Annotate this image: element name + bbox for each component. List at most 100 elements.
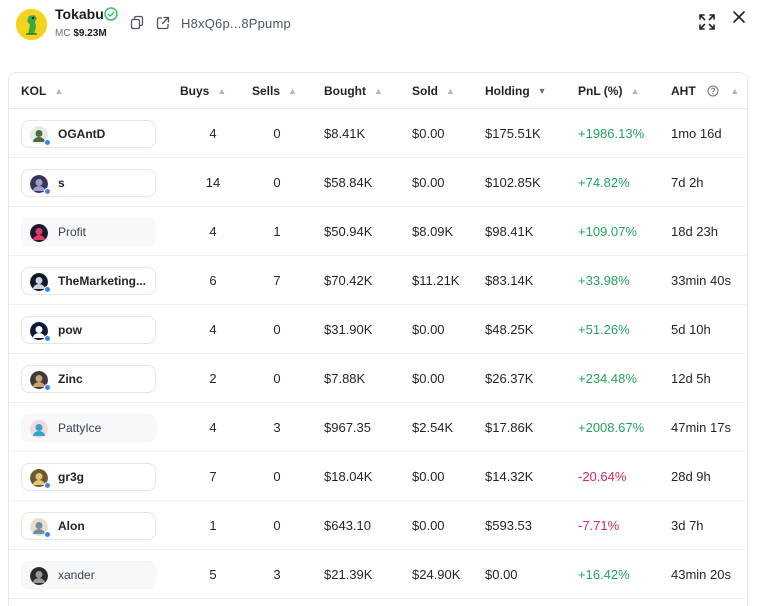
kol-pill[interactable]: s xyxy=(21,169,156,197)
table-row[interactable]: Zinc 2 0 $7.88K $0.00 $26.37K +234.48% 12d 5h xyxy=(9,354,747,403)
sort-icon: ▲ xyxy=(630,86,640,96)
column-sells[interactable]: Sells ▲ xyxy=(252,84,297,98)
column-bought[interactable]: Bought ▲ xyxy=(324,84,383,98)
table-row[interactable]: s 14 0 $58.84K $0.00 $102.85K +74.82% 7d 2h xyxy=(9,158,747,207)
bought-cell: $21.39K xyxy=(324,567,373,582)
mc-value: $9.23M xyxy=(73,28,107,39)
sells-cell: 3 xyxy=(273,567,281,582)
aht-cell: 3d 7h xyxy=(671,518,704,533)
avatar xyxy=(30,469,48,487)
kol-pill[interactable]: TheMarketing... xyxy=(21,267,156,295)
token-name: Tokabu xyxy=(55,6,104,22)
kol-pill[interactable]: Profit xyxy=(21,218,156,246)
token-logo xyxy=(16,9,47,40)
avatar xyxy=(30,567,48,585)
column-buys-label: Buys xyxy=(180,84,210,98)
status-dot xyxy=(44,286,51,293)
table-row[interactable]: xander 5 3 $21.39K $24.90K $0.00 +16.42% 43min … xyxy=(9,550,747,599)
sells-cell: 0 xyxy=(273,518,281,533)
bought-cell: $643.10 xyxy=(324,518,371,533)
column-aht-label: AHT xyxy=(671,84,696,98)
kol-pill[interactable]: Zinc xyxy=(21,365,156,393)
table-row[interactable]: gr3g 7 0 $18.04K $0.00 $14.32K -20.64% 28d 9h xyxy=(9,452,747,501)
kol-pill[interactable]: PattyIce xyxy=(21,414,156,442)
sort-icon: ▲ xyxy=(54,86,64,96)
sells-cell: 7 xyxy=(273,273,281,288)
bought-cell: $18.04K xyxy=(324,469,373,484)
buys-cell: 4 xyxy=(209,224,217,239)
sold-cell: $0.00 xyxy=(412,371,445,386)
status-dot xyxy=(44,482,51,489)
table-row[interactable]: pow 4 0 $31.90K $0.00 $48.25K +51.26% 5d 10h xyxy=(9,305,747,354)
column-holding[interactable]: Holding ▼ xyxy=(485,84,547,98)
avatar xyxy=(30,126,48,144)
kol-name: PattyIce xyxy=(58,421,102,435)
sold-cell: $2.54K xyxy=(412,420,454,435)
external-link-icon[interactable] xyxy=(155,15,171,31)
column-aht[interactable]: AHT ▲ xyxy=(671,84,739,98)
avatar xyxy=(30,322,48,340)
column-sold[interactable]: Sold ▲ xyxy=(412,84,455,98)
table-header: KOL ▲ Buys ▲ Sells ▲ Bought ▲ Sold ▲ Holding ▼… xyxy=(9,73,747,109)
table-row[interactable]: OGAntD 4 0 $8.41K $0.00 $175.51K +1986.13% 1mo … xyxy=(9,109,747,158)
table-row[interactable]: Alon 1 0 $643.10 $0.00 $593.53 -7.71% 3d 7h xyxy=(9,501,747,550)
bought-cell: $70.42K xyxy=(324,273,373,288)
buys-cell: 1 xyxy=(209,518,217,533)
table-row[interactable]: PattyIce 4 3 $967.35 $2.54K $17.86K +2008.67% 4… xyxy=(9,403,747,452)
kol-name: Zinc xyxy=(58,372,83,386)
sort-icon: ▲ xyxy=(217,86,227,96)
holding-cell: $17.86K xyxy=(485,420,534,435)
kol-name: TheMarketing... xyxy=(58,274,147,288)
aht-cell: 33min 40s xyxy=(671,273,731,288)
close-icon[interactable] xyxy=(731,9,747,25)
buys-cell: 14 xyxy=(205,175,221,190)
pnl-cell: +109.07% xyxy=(578,224,637,239)
buys-cell: 6 xyxy=(209,273,217,288)
holding-cell: $48.25K xyxy=(485,322,534,337)
kol-pill[interactable]: OGAntD xyxy=(21,120,156,148)
aht-cell: 43min 20s xyxy=(671,567,731,582)
status-dot xyxy=(44,384,51,391)
sells-cell: 0 xyxy=(273,175,281,190)
pnl-cell: -20.64% xyxy=(578,469,627,484)
avatar xyxy=(30,175,48,193)
table-row[interactable]: TheMarketing... 6 7 $70.42K $11.21K $83.14K +3… xyxy=(9,256,747,305)
expand-icon[interactable] xyxy=(698,13,716,31)
sold-cell: $11.21K xyxy=(412,273,460,288)
kol-name: gr3g xyxy=(58,470,85,484)
kol-pill[interactable]: xander xyxy=(21,561,156,589)
kol-name: xander xyxy=(58,568,95,582)
pnl-cell: +2008.67% xyxy=(578,420,645,435)
kol-name: Profit xyxy=(58,225,87,239)
holding-cell: $14.32K xyxy=(485,469,534,484)
info-icon[interactable] xyxy=(707,85,719,97)
bought-cell: $8.41K xyxy=(324,126,366,141)
kol-name: pow xyxy=(58,323,82,337)
sort-desc-icon: ▼ xyxy=(537,86,547,96)
kol-table: KOL ▲ Buys ▲ Sells ▲ Bought ▲ Sold ▲ Holding ▼… xyxy=(8,72,748,606)
column-pnl[interactable]: PnL (%) ▲ xyxy=(578,84,639,98)
column-bought-label: Bought xyxy=(324,84,366,98)
kol-pill[interactable]: pow xyxy=(21,316,156,344)
table-row[interactable]: Profit 4 1 $50.94K $8.09K $98.41K +109.07% 18d … xyxy=(9,207,747,256)
sells-cell: 0 xyxy=(273,371,281,386)
sold-cell: $0.00 xyxy=(412,518,445,533)
buys-cell: 2 xyxy=(209,371,217,386)
kol-pill[interactable]: gr3g xyxy=(21,463,156,491)
column-kol[interactable]: KOL ▲ xyxy=(21,84,63,98)
aht-cell: 12d 5h xyxy=(671,371,711,386)
holding-cell: $175.51K xyxy=(485,126,541,141)
aht-cell: 28d 9h xyxy=(671,469,711,484)
kol-pill[interactable]: Alon xyxy=(21,512,156,540)
copy-icon[interactable] xyxy=(129,15,145,31)
pnl-cell: +16.42% xyxy=(578,567,630,582)
holding-cell: $98.41K xyxy=(485,224,534,239)
token-address[interactable]: H8xQ6p...8Ppump xyxy=(181,16,291,31)
avatar xyxy=(30,273,48,291)
sells-cell: 0 xyxy=(273,126,281,141)
sold-cell: $0.00 xyxy=(412,126,445,141)
pnl-cell: -7.71% xyxy=(578,518,620,533)
column-buys[interactable]: Buys ▲ xyxy=(180,84,226,98)
sold-cell: $0.00 xyxy=(412,322,445,337)
avatar xyxy=(30,420,48,438)
